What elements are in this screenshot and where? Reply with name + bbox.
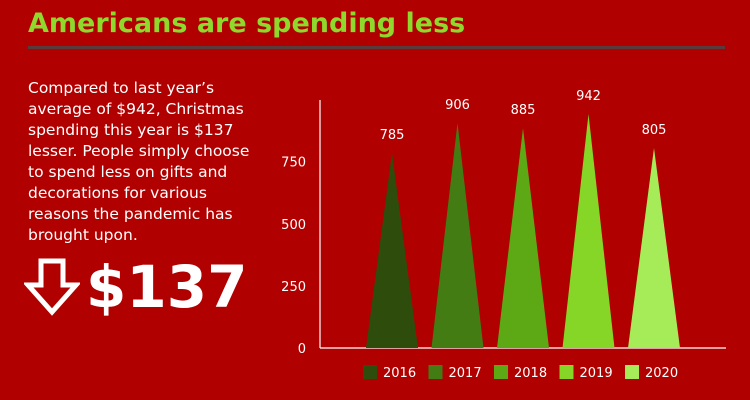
y-tick-label: 750 (281, 156, 306, 171)
y-tick-label: 0 (298, 342, 306, 357)
legend-label: 2016 (383, 366, 416, 381)
bar (562, 114, 615, 348)
page-title: Americans are spending less (28, 8, 466, 39)
data-label: 885 (511, 103, 536, 118)
y-tick-label: 250 (281, 280, 306, 295)
legend-swatch (625, 365, 639, 379)
legend-label: 2019 (580, 366, 613, 381)
legend-swatch (494, 365, 508, 379)
data-label: 942 (576, 89, 601, 104)
bar (628, 148, 680, 348)
spending-chart: 0 250 500 750 785 906 885 942 805 2016 2017 2018 201… (281, 89, 726, 381)
bar (497, 128, 549, 348)
legend-swatch (428, 365, 443, 379)
data-label: 906 (445, 98, 470, 113)
y-tick-label: 500 (281, 218, 306, 233)
data-label: 805 (642, 123, 667, 138)
legend-swatch (363, 365, 377, 379)
spending-drop-value: $137 (86, 253, 248, 321)
bar (366, 153, 418, 348)
legend-label: 2018 (514, 366, 547, 381)
legend-label: 2017 (449, 366, 482, 381)
bar (431, 122, 484, 348)
spending-drop-highlight: $137 (24, 252, 247, 322)
description-text: Compared to last year’s average of $942,… (28, 79, 250, 244)
down-arrow-icon (24, 258, 80, 316)
title-divider (28, 46, 725, 49)
data-label: 785 (380, 128, 405, 143)
legend-swatch (559, 365, 574, 379)
legend-label: 2020 (645, 366, 678, 381)
